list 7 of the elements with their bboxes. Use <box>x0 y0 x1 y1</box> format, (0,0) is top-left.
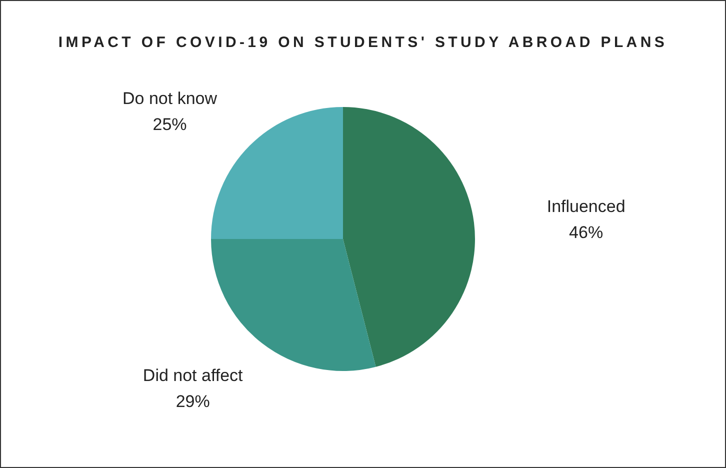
data-label: 25% <box>152 115 187 134</box>
data-label: 46% <box>569 222 604 242</box>
slice-label: Do not know <box>122 89 218 108</box>
data-label: 29% <box>176 392 210 412</box>
slice-label: Did not affect <box>142 366 244 386</box>
chart-title: IMPACT OF COVID-19 ON STUDENTS' STUDY ABROAD PLANS <box>57 33 669 51</box>
slice-label: Influenced <box>546 196 626 216</box>
